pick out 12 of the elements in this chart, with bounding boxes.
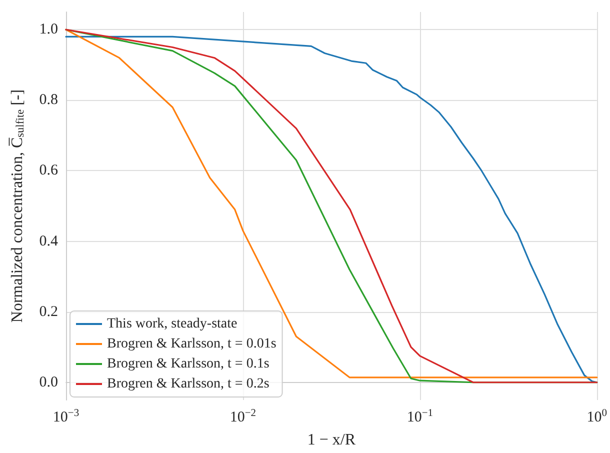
legend-label: This work, steady-state — [107, 316, 238, 332]
legend-label: Brogren & Karlsson, t = 0.01s — [107, 336, 276, 352]
y-tick-label: 0.4 — [39, 233, 58, 250]
y-tick-label: 1.0 — [39, 22, 58, 38]
y-tick-label: 0.6 — [39, 162, 58, 179]
y-axis-title: Normalized concentration, C̅sulfite [-] — [8, 89, 26, 323]
y-tick-label: 0.8 — [39, 92, 58, 108]
legend-label: Brogren & Karlsson, t = 0.1s — [107, 356, 270, 372]
y-tick-label: 0.0 — [39, 374, 58, 390]
x-axis-title: 1 − x/R — [307, 432, 356, 448]
legend-label: Brogren & Karlsson, t = 0.2s — [107, 376, 270, 392]
y-tick-label: 0.2 — [39, 304, 58, 320]
